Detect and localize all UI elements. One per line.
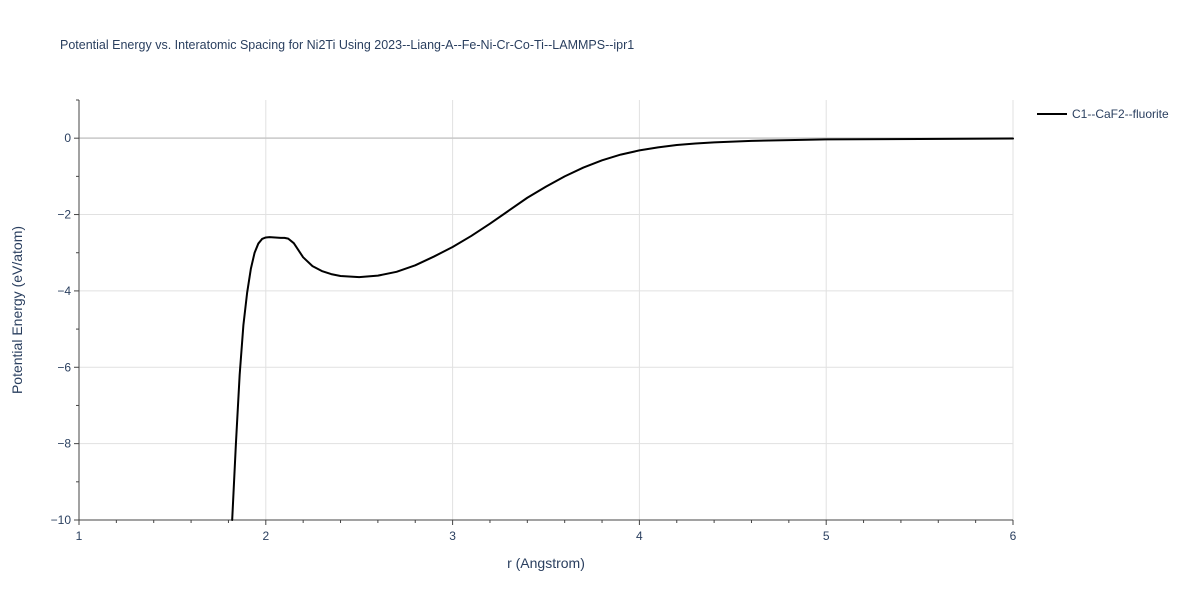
x-tick-label: 6 (1010, 529, 1017, 543)
y-tick-label: 0 (64, 131, 71, 145)
x-tick-label: 1 (76, 529, 83, 543)
legend[interactable]: C1--CaF2--fluorite (1037, 107, 1169, 121)
series-line[interactable] (231, 137, 1014, 521)
x-ticks: 1 2 3 4 5 6 (76, 520, 1017, 543)
x-tick-label: 5 (823, 529, 830, 543)
y-ticks: −10 −8 −6 −4 −2 0 (51, 99, 79, 527)
x-axis-title: r (Angstrom) (507, 555, 585, 571)
legend-label: C1--CaF2--fluorite (1072, 107, 1169, 121)
x-tick-label: 4 (636, 529, 643, 543)
axes (78, 100, 1013, 521)
y-tick-label: −4 (57, 284, 71, 298)
x-tick-label: 3 (449, 529, 456, 543)
y-tick-label: −2 (57, 208, 71, 222)
y-axis-title: Potential Energy (eV/atom) (9, 226, 25, 394)
legend-item[interactable]: C1--CaF2--fluorite (1037, 107, 1169, 121)
x-tick-label: 2 (262, 529, 269, 543)
chart-title: Potential Energy vs. Interatomic Spacing… (60, 38, 635, 52)
y-tick-label: −8 (57, 437, 71, 451)
y-tick-label: −6 (57, 360, 71, 374)
series-layer (231, 137, 1014, 521)
grid-lines (79, 100, 1014, 520)
y-tick-label: −10 (51, 513, 72, 527)
